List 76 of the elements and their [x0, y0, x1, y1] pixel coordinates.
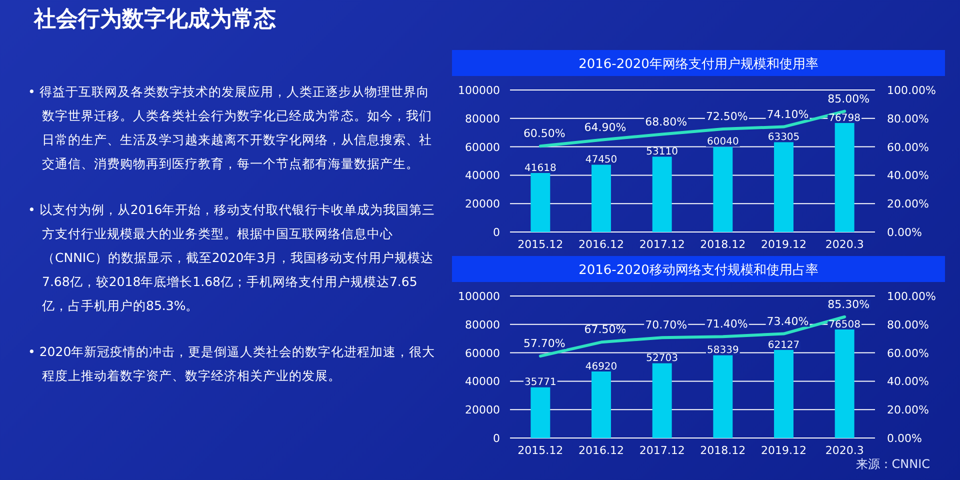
x-tick-label: 2018.12: [700, 238, 746, 251]
y-tick-label: 100000: [458, 84, 500, 97]
bar: [652, 156, 672, 232]
data-label: 76798: [828, 112, 860, 124]
y2-tick-label: 40.00%: [887, 169, 929, 182]
y-tick-label: 60000: [465, 140, 500, 154]
data-label: 70.70%: [645, 318, 688, 332]
data-label: 68.80%: [645, 115, 688, 128]
y2-tick-label: 60.00%: [887, 346, 929, 360]
y-tick-label: 100000: [458, 290, 500, 303]
y-tick-label: 0: [493, 432, 500, 445]
bar: [774, 142, 794, 232]
data-label: 76508: [828, 319, 860, 330]
y-tick-label: 60000: [465, 346, 500, 360]
text: 社会行为数字化成为常态: [34, 6, 276, 34]
y2-tick-label: 100.00%: [887, 290, 936, 303]
data-label: 62127: [768, 340, 800, 351]
y-tick-label: 80000: [465, 112, 500, 126]
y2-tick-label: 60.00%: [887, 140, 929, 154]
y-tick-label: 20000: [465, 404, 500, 417]
y-tick-label: 40000: [465, 169, 500, 182]
y2-tick-label: 100.00%: [887, 84, 936, 97]
bar: [592, 371, 611, 438]
bar: [713, 146, 733, 232]
data-label: 71.40%: [706, 318, 748, 331]
y2-tick-label: 40.00%: [887, 375, 929, 388]
bar: [652, 363, 672, 438]
data-label: 60.50%: [523, 127, 566, 140]
data-label: 74.10%: [766, 108, 809, 121]
x-tick-label: 2016.12: [578, 444, 624, 457]
x-tick-label: 2020.3: [825, 444, 864, 457]
x-tick-label: 2015.12: [518, 444, 564, 457]
data-label: 85.30%: [828, 298, 870, 311]
data-label: 85.00%: [828, 92, 870, 106]
bar: [834, 329, 854, 438]
data-label: 58339: [707, 345, 739, 356]
y2-tick-label: 80.00%: [887, 318, 929, 332]
text: • 以支付为例，从2016年开始，移动支付取代银行卡收单成为我国第三方支付行业规模最大的业务类型。根据中国互联网络信息中心（CNNIC）的数据显示，截至2020年3月，我国移动支付用户规模达7.68亿，较2018年底增长1.68亿；手机网络支付用户规模达7.65亿，占手机用户的85.3%。: [28, 201, 436, 315]
y2-tick-label: 0.00%: [887, 226, 922, 239]
data-label: 72.50%: [706, 110, 748, 124]
bar: [530, 172, 550, 232]
data-label: 35771: [524, 377, 556, 388]
data-label: 52703: [646, 353, 678, 364]
text: • 2020年新冠疫情的冲击，更是倒逼人类社会的数字化进程加速，很大程度上推动着数字资产、数字经济相关产业的发展。: [28, 343, 436, 385]
y2-tick-label: 0.00%: [887, 432, 922, 445]
x-tick-label: 2020.3: [825, 238, 864, 251]
data-label: 41618: [524, 162, 556, 174]
data-label: 53110: [646, 146, 678, 158]
data-label: 57.70%: [523, 337, 566, 350]
x-tick-label: 2015.12: [518, 238, 564, 251]
y-tick-label: 20000: [465, 198, 500, 211]
y2-tick-label: 20.00%: [887, 198, 929, 211]
bar: [592, 164, 611, 232]
x-tick-label: 2018.12: [700, 444, 746, 457]
x-tick-label: 2017.12: [639, 444, 685, 457]
data-label: 64.90%: [584, 120, 626, 134]
bar: [834, 122, 854, 232]
text: • 得益于互联网及各类数字技术的发展应用，人类正逐步从物理世界向数字世界迁移。人类各类社会行为数字化已经成为常态。如今，我们日常的生产、生活及学习越来越离不开数字化网络，从信息搜索、社交通信、消费购物再到医疗教育，每一个节点都有海量数据产生。: [28, 83, 433, 173]
data-label: 47450: [585, 154, 618, 166]
y2-tick-label: 80.00%: [887, 112, 929, 126]
data-label: 73.40%: [766, 314, 809, 328]
x-tick-label: 2017.12: [639, 238, 685, 251]
x-tick-label: 2019.12: [761, 238, 806, 251]
chart-title: 2016-2020年网络支付用户规模和使用率: [578, 56, 818, 72]
source-note: 来源：CNNIC: [856, 457, 930, 471]
y-tick-label: 80000: [465, 318, 500, 332]
data-label: 60040: [707, 136, 739, 148]
data-label: 63305: [768, 132, 800, 144]
data-label: 46920: [585, 361, 618, 372]
y-tick-label: 0: [493, 226, 500, 239]
chart-title: 2016-2020移动网络支付规模和使用占率: [578, 262, 818, 278]
x-tick-label: 2016.12: [578, 238, 624, 251]
x-tick-label: 2019.12: [761, 444, 806, 457]
y-tick-label: 40000: [465, 375, 500, 388]
y2-tick-label: 20.00%: [887, 404, 929, 417]
data-label: 67.50%: [584, 323, 626, 336]
